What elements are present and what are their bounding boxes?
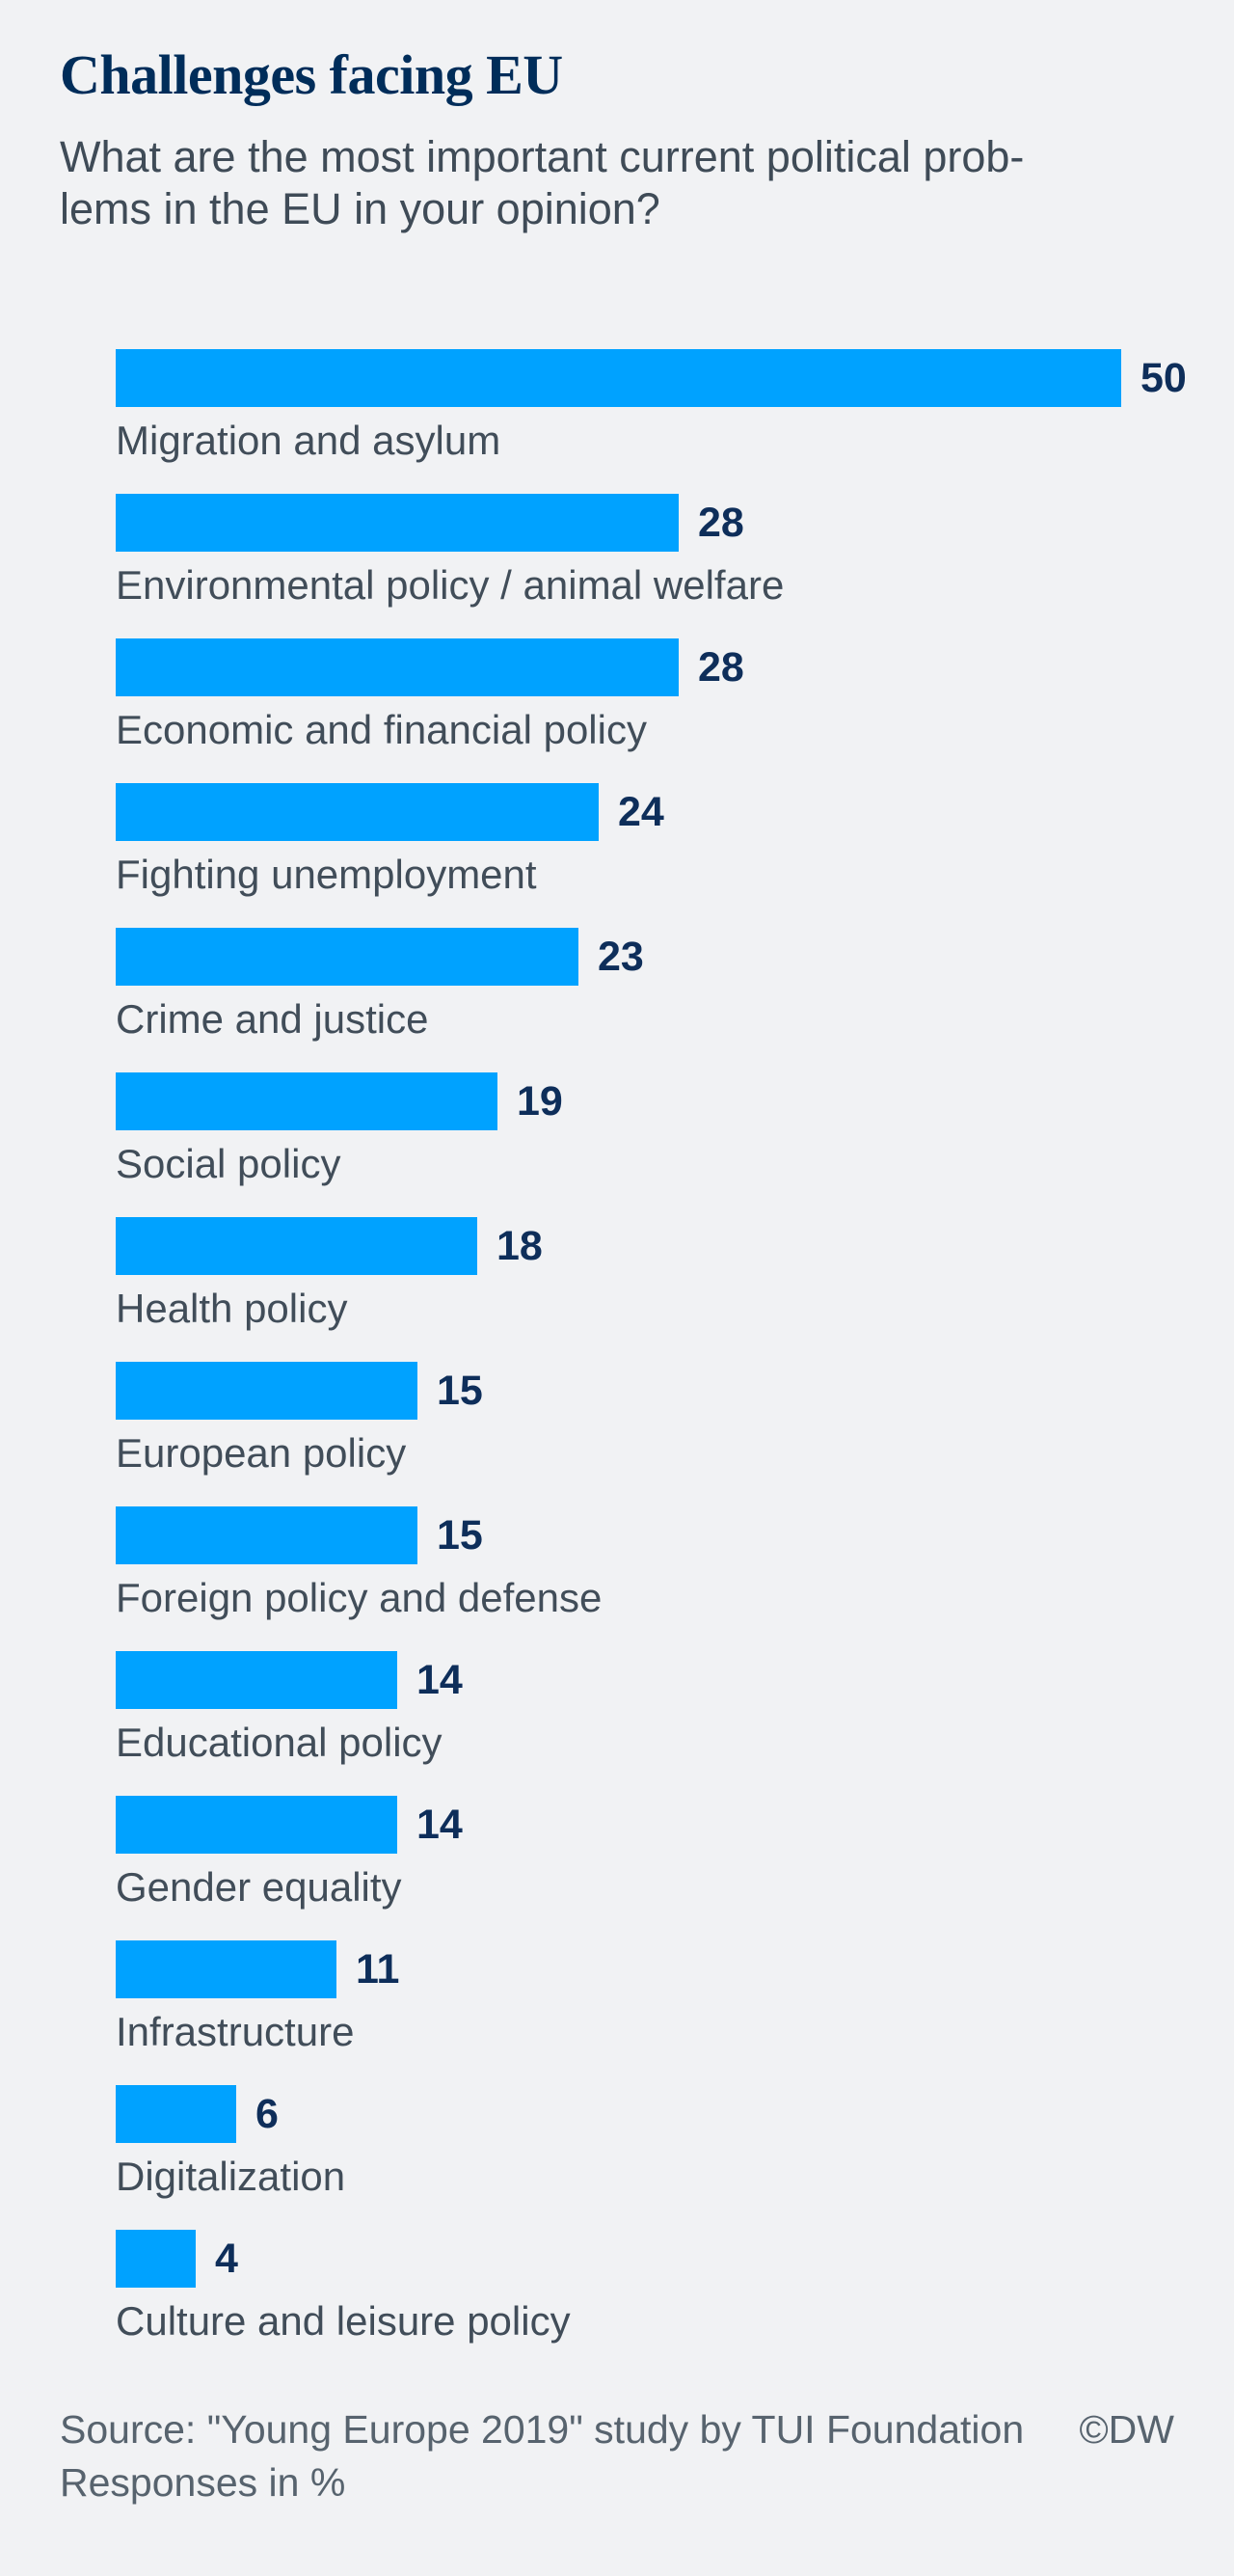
bar-label: Social policy <box>116 1141 341 1186</box>
infographic: Challenges facing EU What are the most i… <box>60 43 1187 2509</box>
bar-value: 15 <box>437 1511 483 1559</box>
bar-chart: 50 Migration and asylum 28 Environmental… <box>116 349 1187 2344</box>
bar-label: Health policy <box>116 1286 348 1331</box>
bar-label: Fighting unemployment <box>116 852 537 897</box>
bar-row: 24 Fighting unemployment <box>116 783 1174 897</box>
bar-value: 14 <box>416 1801 463 1848</box>
copyright-text: ©DW <box>1079 2407 1174 2452</box>
bar-label: European policy <box>116 1430 407 1476</box>
bar <box>116 1796 397 1854</box>
bar-label: Digitalization <box>116 2154 346 2199</box>
bar-row: 19 Social policy <box>116 1072 1174 1186</box>
bar-label: Infrastructure <box>116 2009 355 2054</box>
page-title: Challenges facing EU <box>60 43 563 106</box>
bar <box>116 928 578 986</box>
bar-label: Gender equality <box>116 1864 402 1910</box>
bar-value: 28 <box>698 499 744 546</box>
bar <box>116 1362 417 1420</box>
bar-value: 23 <box>598 933 644 980</box>
bar <box>116 1072 497 1130</box>
bar-row: 15 European policy <box>116 1362 1174 1476</box>
bar-value: 6 <box>255 2090 279 2137</box>
bar-label: Crime and justice <box>116 996 429 1042</box>
source-text: Source: "Young Europe 2019" study by TUI… <box>60 2407 1025 2452</box>
bar-label: Migration and asylum <box>116 418 501 463</box>
bar <box>116 2085 236 2143</box>
bar <box>116 349 1121 407</box>
bar-row: 28 Economic and financial policy <box>116 638 1174 752</box>
bar <box>116 638 679 696</box>
bar-label: Culture and leisure policy <box>116 2298 571 2344</box>
bar-label: Foreign policy and defense <box>116 1575 603 1620</box>
units-note: Responses in % <box>60 2460 346 2505</box>
bar-row: 50 Migration and asylum <box>116 349 1187 463</box>
bar-value: 24 <box>618 788 664 835</box>
bar-row: 6 Digitalization <box>116 2085 1174 2199</box>
bar-label: Educational policy <box>116 1720 443 1765</box>
bar <box>116 1940 336 1998</box>
subtitle-line-1: What are the most important current poli… <box>60 132 1025 181</box>
chart-subtitle: What are the most important current poli… <box>60 131 1174 235</box>
bar-value: 28 <box>698 643 744 691</box>
bar <box>116 494 679 552</box>
bar-value: 19 <box>517 1077 563 1125</box>
bar-value: 14 <box>416 1656 463 1703</box>
bar-row: 14 Gender equality <box>116 1796 1174 1910</box>
bar-row: 15 Foreign policy and defense <box>116 1506 1174 1620</box>
bar-row: 18 Health policy <box>116 1217 1174 1331</box>
bar-value: 4 <box>215 2235 238 2282</box>
bar-value: 50 <box>1140 354 1187 401</box>
bar-row: 14 Educational policy <box>116 1651 1174 1765</box>
bar-value: 15 <box>437 1367 483 1414</box>
bar-row: 11 Infrastructure <box>116 1940 1174 2054</box>
bar-row: 28 Environmental policy / animal welfare <box>116 494 1174 608</box>
bar-value: 11 <box>356 1945 400 1993</box>
bar <box>116 1506 417 1564</box>
bar-value: 18 <box>496 1222 543 1269</box>
bar <box>116 1651 397 1709</box>
bar-row: 23 Crime and justice <box>116 928 1174 1042</box>
bar <box>116 783 599 841</box>
bar <box>116 1217 477 1275</box>
bar <box>116 2230 196 2288</box>
bar-label: Economic and financial policy <box>116 707 647 752</box>
chart-footer: Source: "Young Europe 2019" study by TUI… <box>60 2403 1174 2509</box>
bar-label: Environmental policy / animal welfare <box>116 562 785 608</box>
subtitle-line-2: lems in the EU in your opinion? <box>60 184 660 233</box>
bar-row: 4 Culture and leisure policy <box>116 2230 1174 2344</box>
